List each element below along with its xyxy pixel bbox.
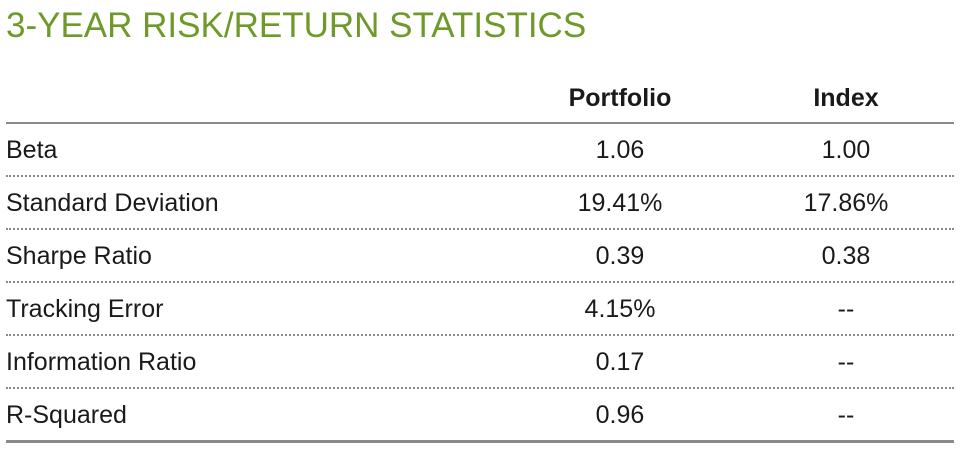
row-label: Information Ratio	[6, 348, 197, 376]
column-header-portfolio: Portfolio	[568, 84, 672, 112]
table-row-tracking-error: Tracking Error 4.15% --	[6, 283, 954, 336]
column-header-index: Index	[813, 84, 879, 112]
index-value: 1.00	[821, 136, 871, 164]
portfolio-value: 0.39	[595, 242, 645, 270]
row-label: R-Squared	[6, 401, 127, 429]
index-value: 17.86%	[803, 189, 889, 217]
index-value: --	[837, 348, 855, 376]
table-header-row: Portfolio Index	[6, 76, 954, 124]
portfolio-value: 19.41%	[577, 189, 663, 217]
portfolio-value: 1.06	[595, 136, 645, 164]
row-label: Sharpe Ratio	[6, 242, 152, 270]
table-row-r-squared: R-Squared 0.96 --	[6, 389, 954, 443]
portfolio-value: 0.17	[595, 348, 645, 376]
portfolio-value: 0.96	[595, 401, 645, 429]
table-row-sharpe-ratio: Sharpe Ratio 0.39 0.38	[6, 230, 954, 283]
table-row-beta: Beta 1.06 1.00	[6, 124, 954, 177]
row-label: Standard Deviation	[6, 189, 219, 217]
portfolio-value: 4.15%	[584, 295, 656, 323]
table-row-information-ratio: Information Ratio 0.17 --	[6, 336, 954, 389]
index-value: 0.38	[821, 242, 871, 270]
risk-return-table: Portfolio Index Beta 1.06 1.00 Standard …	[6, 76, 954, 443]
index-value: --	[837, 401, 855, 429]
row-label: Beta	[6, 136, 58, 164]
row-label: Tracking Error	[6, 295, 164, 323]
page-title: 3-YEAR RISK/RETURN STATISTICS	[6, 6, 587, 45]
table-row-standard-deviation: Standard Deviation 19.41% 17.86%	[6, 177, 954, 230]
index-value: --	[837, 295, 855, 323]
